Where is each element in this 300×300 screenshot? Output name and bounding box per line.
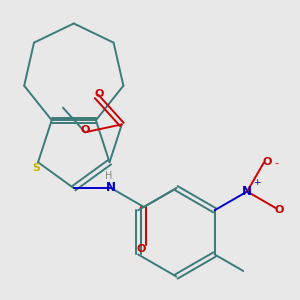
- Text: S: S: [32, 163, 40, 172]
- Text: O: O: [275, 205, 284, 215]
- Text: O: O: [262, 157, 272, 167]
- Text: N: N: [242, 185, 252, 198]
- Text: O: O: [94, 89, 104, 99]
- Text: H: H: [105, 171, 113, 181]
- Text: O: O: [137, 244, 146, 254]
- Text: -: -: [274, 158, 278, 168]
- Text: O: O: [80, 125, 90, 135]
- Text: +: +: [253, 178, 261, 187]
- Text: N: N: [106, 181, 116, 194]
